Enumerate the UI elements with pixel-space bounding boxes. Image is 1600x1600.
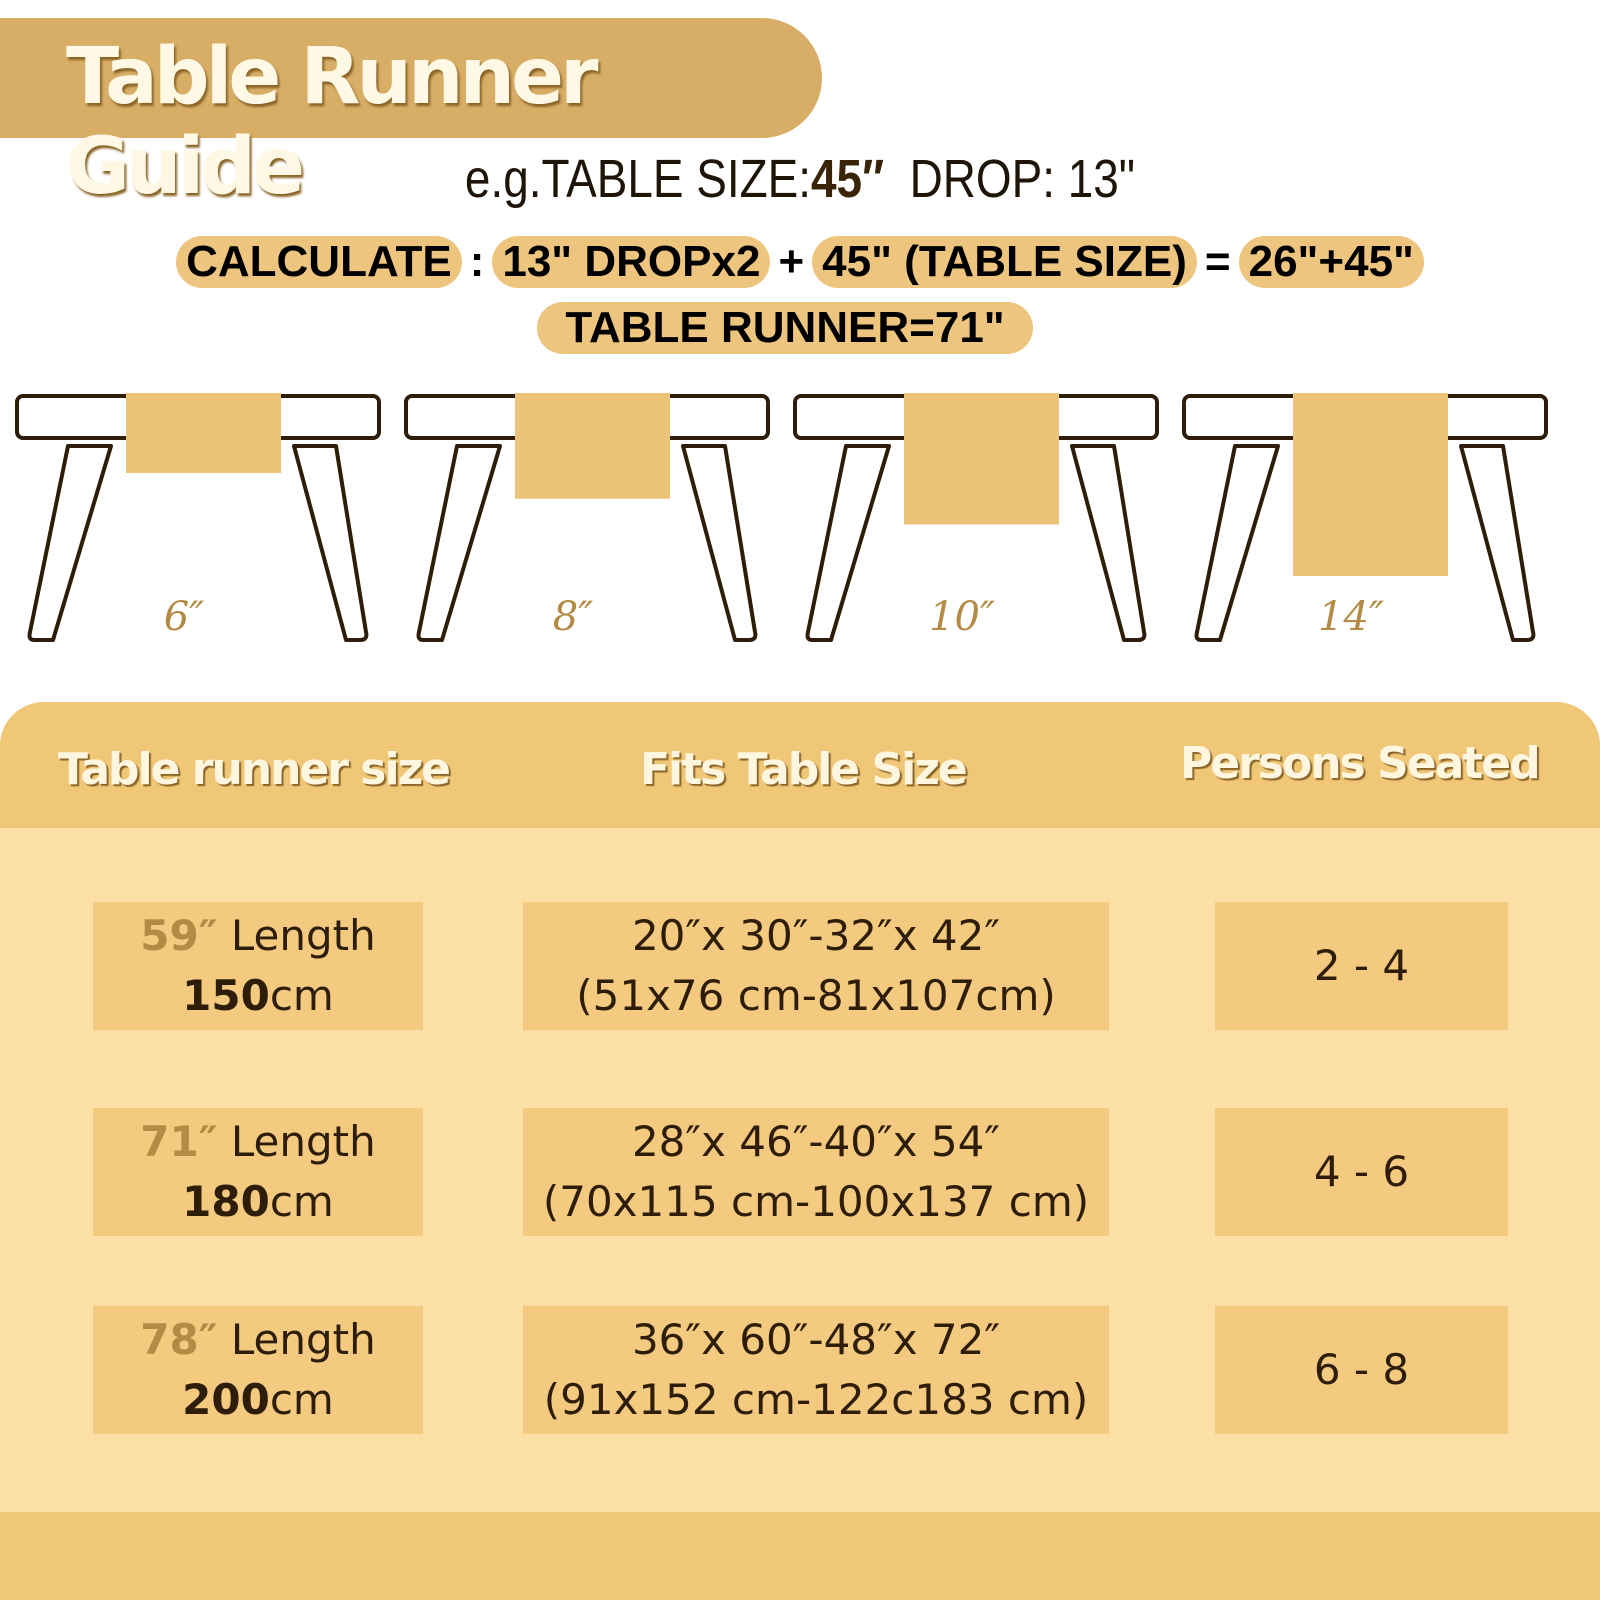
size-table: Table runner size Fits Table Size Person… — [0, 702, 1600, 1600]
runner-drop — [515, 393, 670, 499]
drop-illustrations: 6″ 8″ 10″ 14″ — [15, 393, 1548, 642]
calculation-line: CALCULATE : 13" DROPx2 + 45" (TABLE SIZE… — [0, 236, 1600, 288]
runner-cm-value: 200 — [182, 1375, 270, 1424]
table-footer — [0, 1512, 1600, 1600]
table-leg-left — [1194, 444, 1280, 642]
table-leg-left — [805, 444, 891, 642]
colon: : — [469, 237, 485, 286]
runner-cm-unit: cm — [269, 971, 334, 1020]
table-leg-right — [681, 444, 758, 642]
example-table-size: 45″ — [811, 149, 885, 209]
fits-table-cell: 20″x 30″-32″x 42″ (51x76 cm-81x107cm) — [523, 902, 1109, 1030]
example-prefix: e.g.TABLE SIZE: — [464, 149, 812, 209]
table-leg-left — [27, 444, 113, 642]
runner-drop — [1293, 393, 1448, 576]
runner-cm-unit: cm — [269, 1375, 334, 1424]
runner-size-cell: 59″ Length 150cm — [93, 902, 423, 1030]
fits-cm: (70x115 cm-100x137 cm) — [542, 1177, 1090, 1226]
length-label: Length — [230, 911, 376, 960]
persons-seated: 6 - 8 — [1313, 1345, 1410, 1394]
example-line: e.g.TABLE SIZE:45″ DROP: 13" — [120, 148, 1480, 210]
page-title: Table Runner Guide — [66, 32, 598, 212]
sum-term: 26"+45" — [1238, 236, 1424, 288]
table-leg-right — [1459, 444, 1536, 642]
runner-cm-value: 180 — [182, 1177, 270, 1226]
calculate-label: CALCULATE — [176, 236, 462, 288]
runner-drop — [126, 393, 281, 473]
persons-cell: 4 - 6 — [1215, 1108, 1508, 1236]
length-label: Length — [230, 1117, 376, 1166]
fits-inches: 20″x 30″-32″x 42″ — [631, 911, 1001, 960]
runner-inches: 71″ — [140, 1117, 218, 1166]
plus: + — [778, 237, 805, 286]
fits-cm: (91x152 cm-122c183 cm) — [543, 1375, 1089, 1424]
table-leg-left — [416, 444, 502, 642]
runner-drop — [904, 393, 1059, 525]
table-leg-right — [292, 444, 369, 642]
title-banner: Table Runner Guide — [0, 18, 822, 212]
header-fits-table-size: Fits Table Size — [640, 744, 968, 795]
header-persons-seated: Persons Seated — [1180, 738, 1541, 789]
runner-size-cell: 78″ Length 200cm — [93, 1306, 423, 1434]
length-label: Length — [230, 1315, 376, 1364]
fits-table-cell: 36″x 60″-48″x 72″ (91x152 cm-122c183 cm) — [523, 1306, 1109, 1434]
runner-size-cell: 71″ Length 180cm — [93, 1108, 423, 1236]
fits-inches: 36″x 60″-48″x 72″ — [631, 1315, 1001, 1364]
drop-label: 10″ — [929, 594, 995, 640]
runner-inches: 59″ — [140, 911, 218, 960]
fits-cm: (51x76 cm-81x107cm) — [576, 971, 1056, 1020]
header-runner-size: Table runner size — [58, 744, 451, 795]
fits-table-cell: 28″x 46″-40″x 54″ (70x115 cm-100x137 cm) — [523, 1108, 1109, 1236]
drop-label: 6″ — [164, 594, 204, 640]
example-drop: DROP: 13" — [909, 149, 1136, 209]
runner-inches: 78″ — [140, 1315, 218, 1364]
persons-cell: 6 - 8 — [1215, 1306, 1508, 1434]
drop-term: 13" DROPx2 — [492, 236, 771, 288]
equals: = — [1204, 237, 1231, 286]
table-header: Table runner size Fits Table Size Person… — [0, 702, 1600, 828]
runner-cm-unit: cm — [269, 1177, 334, 1226]
runner-cm-value: 150 — [182, 971, 270, 1020]
drop-label: 14″ — [1318, 594, 1384, 640]
persons-seated: 2 - 4 — [1313, 941, 1410, 990]
persons-seated: 4 - 6 — [1313, 1147, 1410, 1196]
persons-cell: 2 - 4 — [1215, 902, 1508, 1030]
table-leg-right — [1070, 444, 1147, 642]
table-size-term: 45" (TABLE SIZE) — [812, 236, 1197, 288]
drop-label: 8″ — [553, 594, 593, 640]
fits-inches: 28″x 46″-40″x 54″ — [631, 1117, 1001, 1166]
result-pill: TABLE RUNNER=71" — [537, 302, 1033, 354]
